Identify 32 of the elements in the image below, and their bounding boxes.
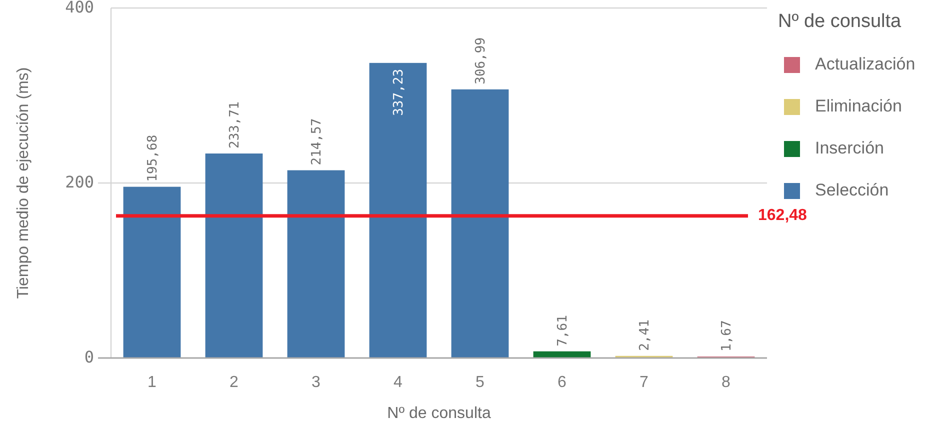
legend-label: Selección bbox=[815, 180, 889, 200]
y-tick-label: 400 bbox=[65, 0, 94, 16]
x-tick-label: 5 bbox=[476, 374, 485, 392]
x-tick-label: 6 bbox=[558, 374, 567, 392]
legend-label: Actualización bbox=[815, 54, 916, 74]
data-label: 337,23 bbox=[392, 68, 406, 116]
x-axis-title: Nº de consulta bbox=[387, 405, 491, 422]
data-label: 7,61 bbox=[556, 315, 570, 346]
bar bbox=[451, 89, 509, 358]
legend-label: Eliminación bbox=[815, 96, 902, 116]
y-axis-title: Tiempo medio de ejecución (ms) bbox=[15, 67, 32, 299]
data-label: 306,99 bbox=[474, 37, 488, 84]
ref-line-label: 162,48 bbox=[758, 207, 808, 224]
data-label: 1,67 bbox=[720, 320, 734, 352]
data-label: 233,71 bbox=[228, 102, 242, 149]
x-tick-label: 1 bbox=[148, 374, 157, 392]
x-tick-label: 8 bbox=[722, 374, 731, 392]
y-tick-label: 200 bbox=[65, 172, 94, 192]
data-label: 195,68 bbox=[146, 134, 160, 182]
legend-label: Inserción bbox=[815, 138, 884, 158]
x-tick-label: 3 bbox=[312, 374, 321, 392]
y-tick-label: 0 bbox=[84, 347, 94, 366]
bar bbox=[287, 170, 345, 358]
bar bbox=[369, 62, 427, 358]
data-label: 214,57 bbox=[310, 118, 324, 166]
data-label: 2,41 bbox=[638, 320, 652, 351]
x-tick-label: 7 bbox=[640, 374, 649, 392]
x-tick-label: 2 bbox=[230, 374, 239, 392]
bar bbox=[123, 186, 181, 358]
bar bbox=[205, 154, 263, 358]
legend-title: Nº de consulta bbox=[778, 11, 902, 32]
x-tick-label: 4 bbox=[394, 374, 403, 392]
